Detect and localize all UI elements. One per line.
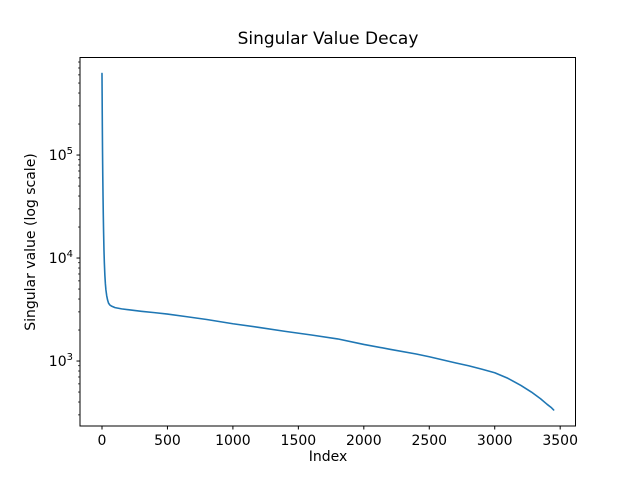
axes-frame [79,57,576,427]
y-axis-label: Singular value (log scale) [23,153,39,331]
y-tick-label: 105 [49,146,73,164]
chart-title: Singular Value Decay [237,29,419,49]
series-line-singular-values [101,72,555,411]
x-tick-label: 1500 [281,433,317,449]
x-tick-label: 3500 [542,433,578,449]
x-tick-label: 2000 [346,433,382,449]
x-tick-label: 3000 [477,433,513,449]
x-axis-label: Index [308,449,348,465]
x-tick-label: 1000 [215,433,251,449]
x-tick-label: 0 [98,433,107,449]
y-tick-label: 103 [49,352,73,370]
x-tick-label: 500 [154,433,181,449]
x-tick-label: 2500 [411,433,447,449]
y-tick-label: 104 [49,249,73,267]
